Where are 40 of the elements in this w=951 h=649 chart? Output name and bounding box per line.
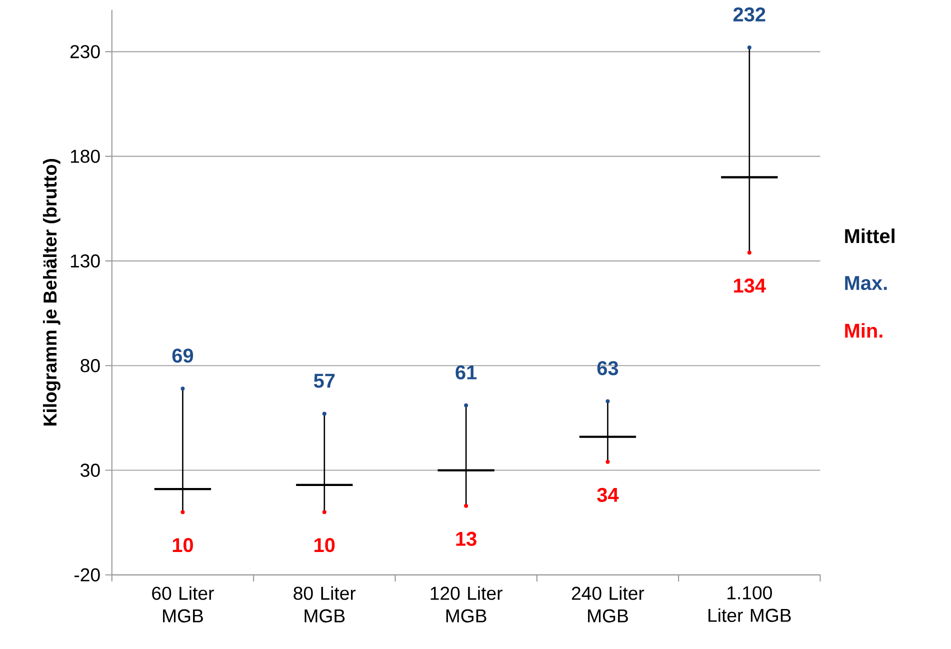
data-label: 57 [314,374,335,388]
candlestick [436,404,496,506]
data-label: 232 [733,7,766,22]
point [747,250,752,255]
data-label: 10 [172,538,193,552]
data-label: 10 [314,538,335,552]
candlestick [153,388,212,513]
x-tick-label: 80 Liter MGB [294,586,356,622]
text: Mittel [845,228,894,244]
y-tick-label: -20 [74,568,100,582]
x-tick-label: 1.100 Liter MGB [708,586,791,622]
x-tick-label: 240 Liter MGB [572,586,644,622]
point [606,399,610,404]
x-tick-label: 120 Liter MGB [430,586,502,622]
candlestick [294,413,354,513]
point [747,46,752,50]
y-tick-label: 230 [70,45,100,58]
point [464,403,468,408]
y-tick-label: 130 [70,254,100,268]
x-tick-label: 60 Liter MGB [152,586,214,622]
data-label: 134 [734,278,766,293]
y-axis-title: Kilogramm je Behälter (brutto) [42,158,60,426]
data-label: 69 [172,348,194,363]
data-label: 13 [456,532,476,546]
point [322,412,326,416]
candlestick [720,46,779,254]
point [322,510,326,514]
data-label: 34 [597,488,619,502]
candlestick [578,400,638,463]
y-tick-label: 180 [70,150,100,163]
data-label: 63 [597,361,618,376]
point [180,386,185,391]
y-tick-label: 30 [80,464,100,477]
y-tick-label: 80 [80,359,100,372]
point [180,510,185,514]
text: Min. [845,323,882,338]
text: Max. [845,276,887,290]
point [464,504,468,508]
point [606,460,610,464]
data-label: 61 [456,365,477,380]
